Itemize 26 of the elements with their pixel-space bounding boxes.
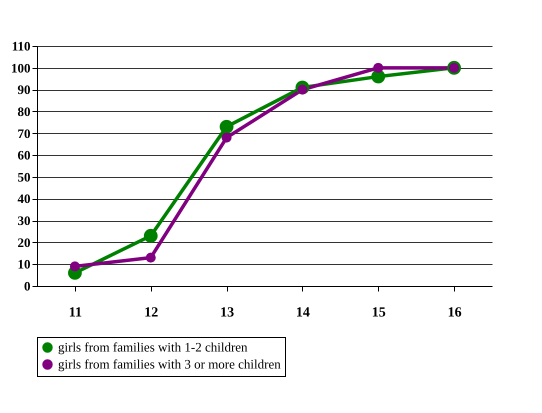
- point: [70, 261, 80, 272]
- point: [220, 120, 234, 134]
- point: [222, 132, 232, 143]
- y-tick-label: 70: [18, 126, 30, 141]
- y-tick-label: 50: [18, 169, 30, 184]
- point: [146, 252, 156, 263]
- x-tick-label: 14: [296, 306, 310, 320]
- x-tick-label: 15: [372, 306, 386, 320]
- y-tick-label: 10: [18, 256, 30, 272]
- y-tick-label: 20: [18, 234, 30, 250]
- y-tick-label: 0: [24, 278, 30, 294]
- y-tick-label: 80: [18, 104, 30, 119]
- y-tick-label: 30: [18, 213, 30, 228]
- point: [373, 62, 384, 73]
- legend-label: girls from families with 3 or more children: [58, 356, 282, 372]
- y-tick-label: 110: [12, 38, 30, 54]
- y-tick-label: 90: [18, 82, 30, 98]
- x-tick-label: 13: [220, 306, 234, 320]
- y-tick-label: 60: [18, 148, 30, 163]
- x-tick-label: 12: [144, 306, 158, 320]
- x-tick-label: 11: [68, 306, 82, 320]
- x-tick-label: 16: [448, 306, 462, 320]
- y-tick-label: 100: [11, 60, 30, 76]
- point: [144, 228, 158, 243]
- y-tick-label: 40: [18, 191, 30, 206]
- legend-label: girls from families with 1-2 children: [58, 340, 248, 354]
